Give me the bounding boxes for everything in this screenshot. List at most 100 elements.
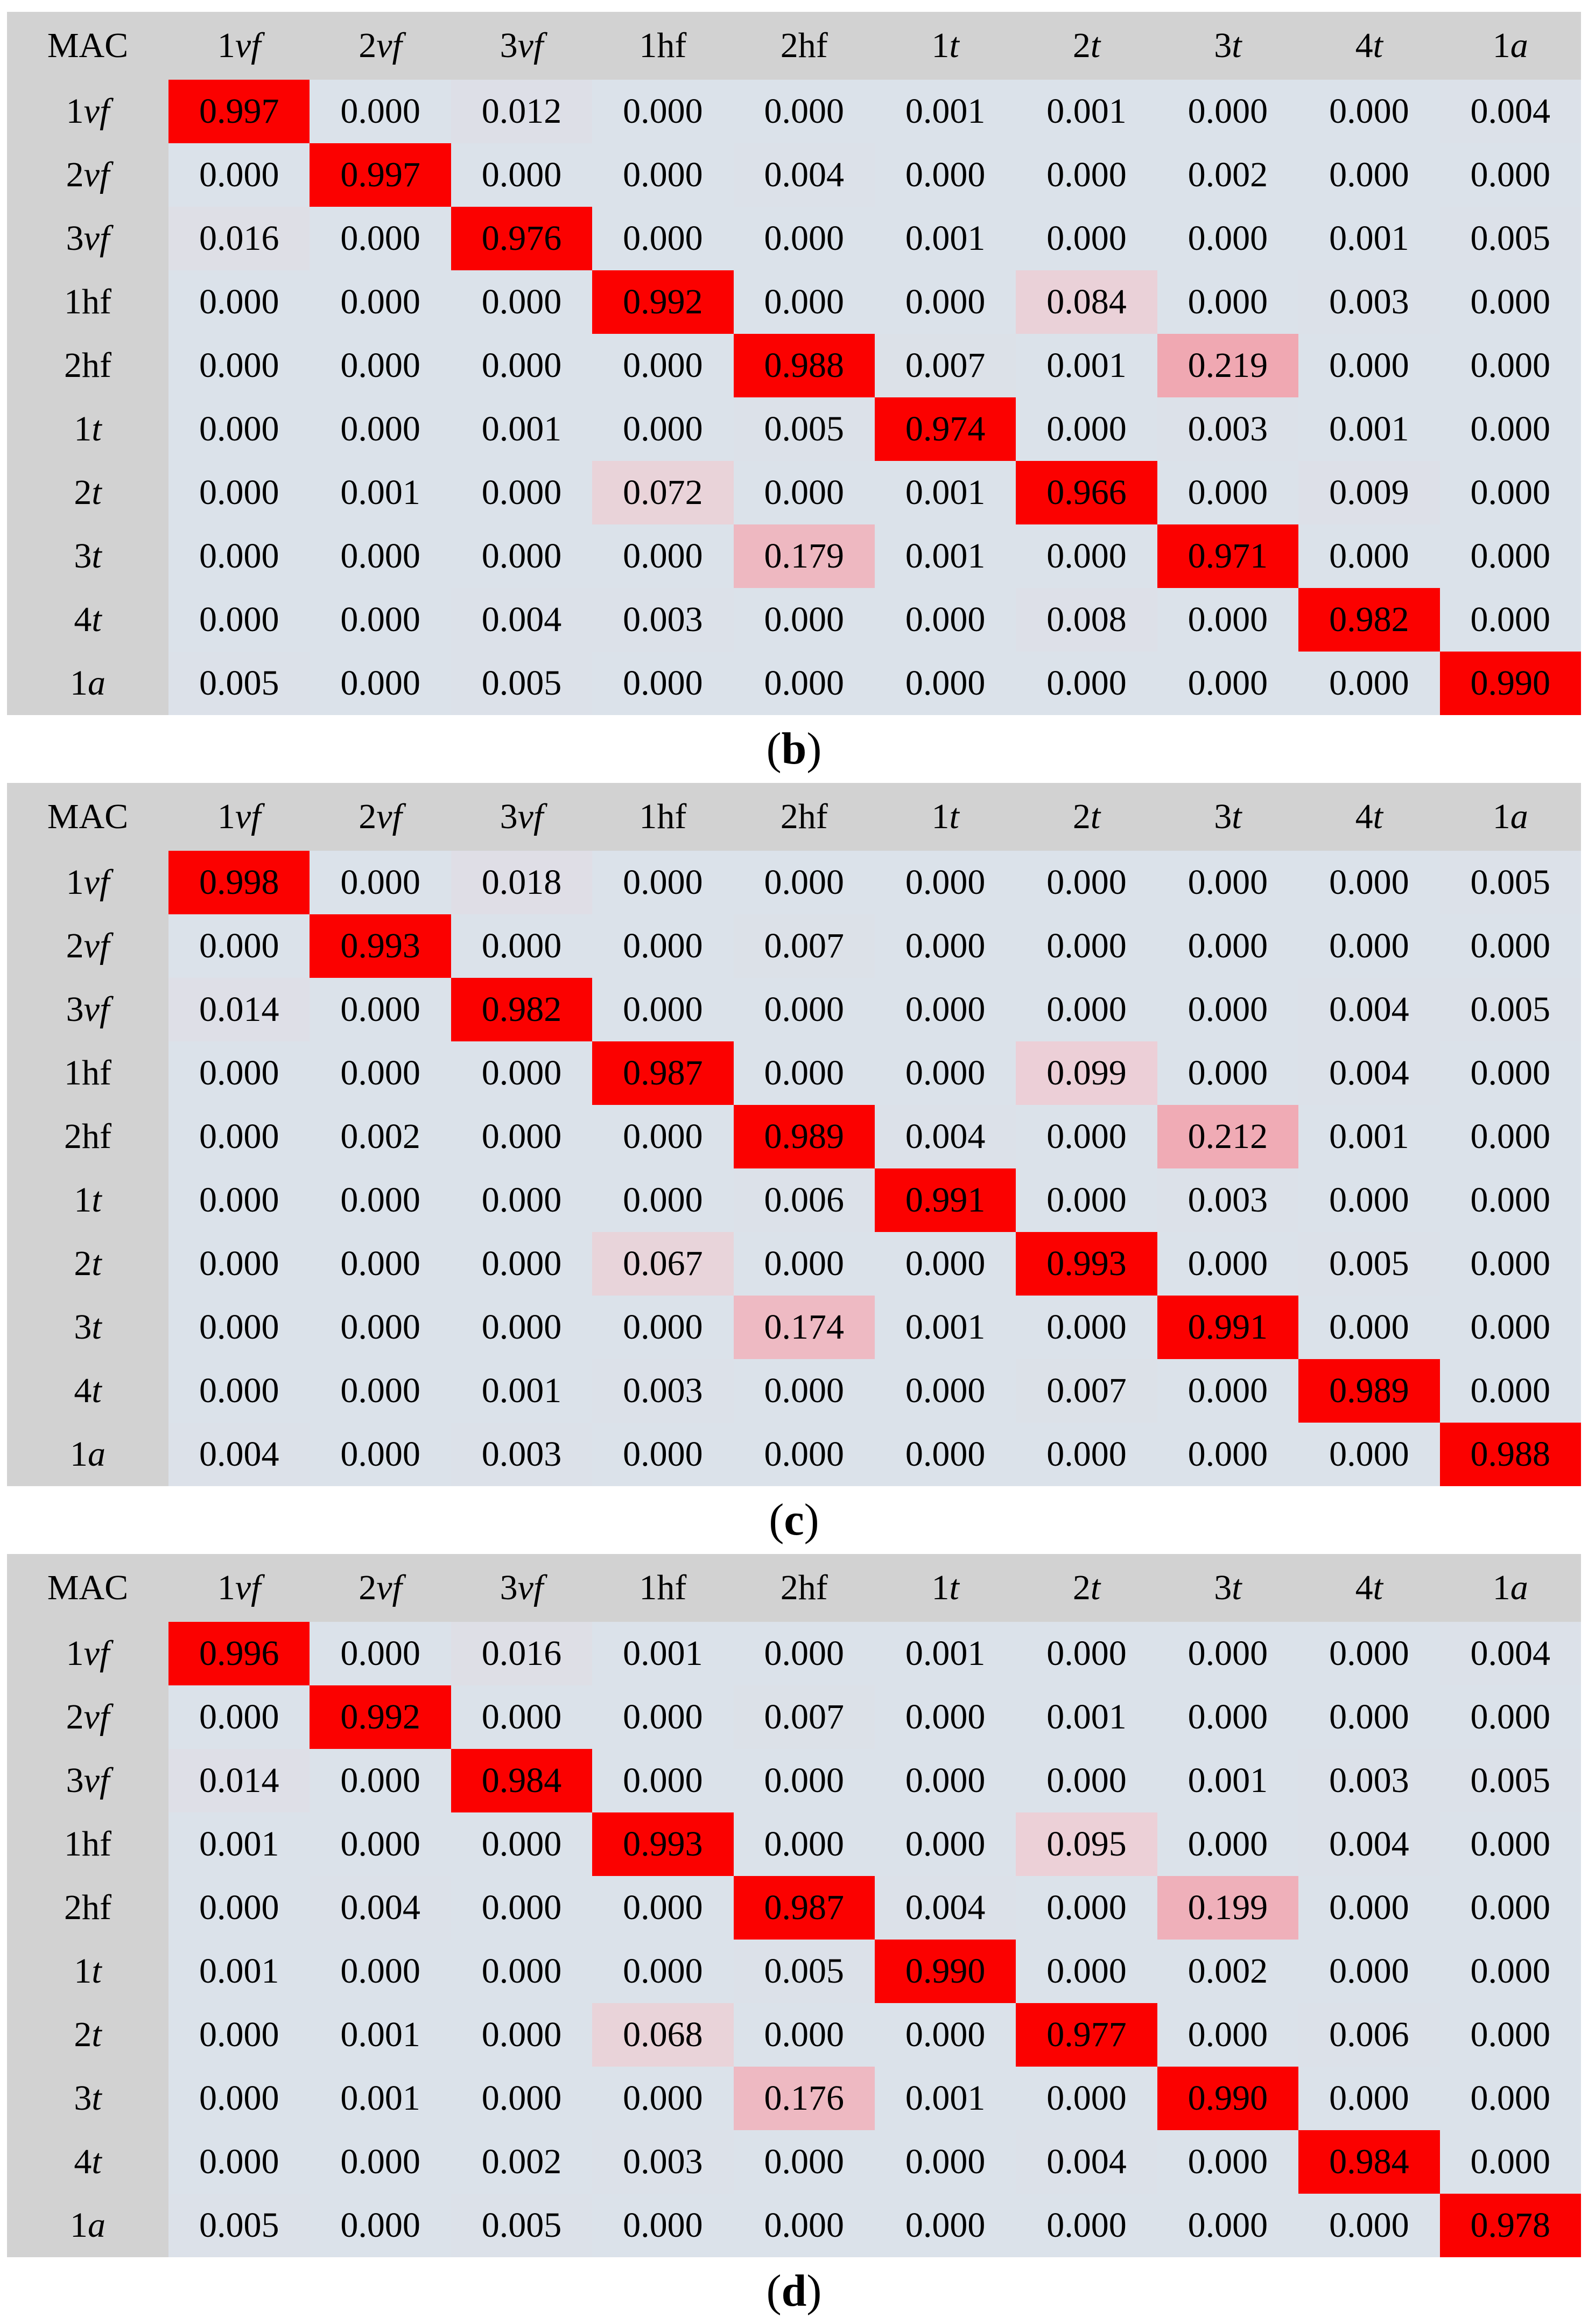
label-italic-suffix: a xyxy=(88,663,106,703)
caption-paren-close: ) xyxy=(806,2265,822,2316)
matrix-cell: 0.000 xyxy=(874,914,1016,978)
matrix-cell: 0.000 xyxy=(451,1876,593,1940)
matrix-cell: 0.000 xyxy=(168,588,310,652)
matrix-cell: 0.000 xyxy=(592,652,734,715)
matrix-cell: 0.000 xyxy=(1298,652,1440,715)
matrix-cell: 0.000 xyxy=(451,1812,593,1876)
matrix-cell: 0.000 xyxy=(733,2194,875,2257)
row-header-1hf: 1hf xyxy=(7,1041,168,1105)
matrix-cell: 0.000 xyxy=(1157,2130,1299,2194)
matrix-cell: 0.004 xyxy=(1298,978,1440,1041)
matrix-cell: 0.000 xyxy=(310,1423,451,1486)
matrix-cell: 0.000 xyxy=(310,851,451,914)
label-italic-suffix: vf xyxy=(83,1761,110,1800)
column-header-1t: 1t xyxy=(874,12,1016,80)
table-row-2t: 2t 0.000 0.001 0.000 0.068 0.000 0.000 0.977 0.0… xyxy=(7,2003,1581,2067)
matrix-cell: 0.000 xyxy=(168,2067,310,2130)
column-header-3t: 3t xyxy=(1157,783,1299,851)
matrix-cell: 0.003 xyxy=(592,2130,734,2194)
label-italic-suffix: t xyxy=(1373,797,1383,836)
row-header-2t: 2t xyxy=(7,1232,168,1296)
matrix-cell: 0.000 xyxy=(1016,914,1157,978)
matrix-cell: 0.998 xyxy=(168,851,310,914)
label-italic-suffix: vf xyxy=(83,926,110,965)
matrix-cell: 0.987 xyxy=(592,1041,734,1105)
corner-header: MAC xyxy=(7,783,168,851)
matrix-cell: 0.000 xyxy=(1016,1749,1157,1812)
matrix-cell: 0.000 xyxy=(1439,2067,1581,2130)
matrix-cell: 0.002 xyxy=(451,2130,593,2194)
matrix-cell: 0.000 xyxy=(168,1685,310,1749)
matrix-cell: 0.003 xyxy=(1298,1749,1440,1812)
matrix-cell: 0.084 xyxy=(1016,270,1157,334)
matrix-cell: 0.000 xyxy=(168,1105,310,1168)
matrix-cell: 0.000 xyxy=(1298,2194,1440,2257)
matrix-cell: 0.007 xyxy=(874,334,1016,397)
matrix-cell: 0.000 xyxy=(1016,2067,1157,2130)
matrix-header: MAC 1vf 2vf 3vf 1hf 2hf 1t 2t 3t 4t 1a xyxy=(7,783,1581,851)
matrix-cell: 0.000 xyxy=(874,1359,1016,1423)
matrix-cell: 0.000 xyxy=(1157,1685,1299,1749)
matrix-cell: 0.000 xyxy=(874,2194,1016,2257)
matrix-cell: 0.005 xyxy=(1439,207,1581,270)
matrix-cell: 0.000 xyxy=(310,1749,451,1812)
table-row-2vf: 2vf 0.000 0.997 0.000 0.000 0.004 0.000 0.000 0.… xyxy=(7,143,1581,207)
matrix-cell: 0.000 xyxy=(733,1812,875,1876)
table-row-2t: 2t 0.000 0.001 0.000 0.072 0.000 0.001 0.966 0.0… xyxy=(7,461,1581,524)
matrix-cell: 0.000 xyxy=(1016,397,1157,461)
label-italic-suffix: vf xyxy=(83,1697,110,1737)
matrix-cell: 0.000 xyxy=(310,80,451,143)
caption-paren-open: ( xyxy=(766,2265,782,2316)
table-row-2hf: 2hf 0.000 0.002 0.000 0.000 0.989 0.004 0.000 0.… xyxy=(7,1105,1581,1168)
matrix-cell: 0.000 xyxy=(1157,588,1299,652)
matrix-cell: 0.012 xyxy=(451,80,593,143)
matrix-cell: 0.000 xyxy=(168,1359,310,1423)
matrix-cell: 0.000 xyxy=(592,1105,734,1168)
matrix-cell: 0.000 xyxy=(1157,1359,1299,1423)
matrix-cell: 0.000 xyxy=(733,978,875,1041)
matrix-cell: 0.004 xyxy=(1439,1622,1581,1685)
label-italic-suffix: t xyxy=(92,2015,102,2054)
matrix-cell: 0.000 xyxy=(168,461,310,524)
matrix-cell: 0.000 xyxy=(1016,143,1157,207)
matrix-cell: 0.991 xyxy=(874,1168,1016,1232)
matrix-cell: 0.000 xyxy=(1439,1685,1581,1749)
matrix-cell: 0.000 xyxy=(1439,461,1581,524)
table-row-1hf: 1hf 0.001 0.000 0.000 0.993 0.000 0.000 0.095 0.… xyxy=(7,1812,1581,1876)
matrix-cell: 0.000 xyxy=(310,207,451,270)
matrix-cell: 0.000 xyxy=(310,334,451,397)
matrix-cell: 0.000 xyxy=(1016,1168,1157,1232)
panel-label-d: (d) xyxy=(7,2257,1581,2324)
confusion-matrix-panels: MAC 1vf 2vf 3vf 1hf 2hf 1t 2t 3t 4t 1a 1vf 0.997 0.00… xyxy=(7,12,1581,2324)
matrix-cell: 0.000 xyxy=(310,397,451,461)
label-italic-suffix: t xyxy=(92,1244,102,1283)
matrix-cell: 0.001 xyxy=(1157,1749,1299,1812)
column-header-1a: 1a xyxy=(1439,1554,1581,1622)
matrix-cell: 0.067 xyxy=(592,1232,734,1296)
matrix-cell: 0.000 xyxy=(874,1749,1016,1812)
matrix-cell: 0.000 xyxy=(874,1232,1016,1296)
caption-letter: b xyxy=(781,723,807,774)
table-row-2t: 2t 0.000 0.000 0.000 0.067 0.000 0.000 0.993 0.0… xyxy=(7,1232,1581,1296)
label-italic-suffix: vf xyxy=(376,797,402,836)
matrix-cell: 0.000 xyxy=(1439,2003,1581,2067)
row-header-1t: 1t xyxy=(7,1940,168,2003)
matrix-cell: 0.004 xyxy=(874,1876,1016,1940)
label-italic-suffix: a xyxy=(1510,1568,1528,1607)
matrix-cell: 0.000 xyxy=(733,588,875,652)
matrix-cell: 0.000 xyxy=(451,1168,593,1232)
matrix-cell: 0.000 xyxy=(1157,1423,1299,1486)
row-header-1t: 1t xyxy=(7,397,168,461)
matrix-cell: 0.001 xyxy=(1298,207,1440,270)
matrix-cell: 0.001 xyxy=(1298,1105,1440,1168)
matrix-cell: 0.219 xyxy=(1157,334,1299,397)
label-italic-suffix: vf xyxy=(83,155,110,194)
matrix-cell: 0.004 xyxy=(1298,1041,1440,1105)
matrix-cell: 0.001 xyxy=(874,524,1016,588)
matrix-cell: 0.000 xyxy=(168,1168,310,1232)
matrix-cell: 0.000 xyxy=(1157,207,1299,270)
matrix-cell: 0.000 xyxy=(1157,851,1299,914)
label-italic-suffix: t xyxy=(1232,26,1242,65)
label-italic-suffix: vf xyxy=(235,797,261,836)
matrix-cell: 0.000 xyxy=(1298,1940,1440,2003)
